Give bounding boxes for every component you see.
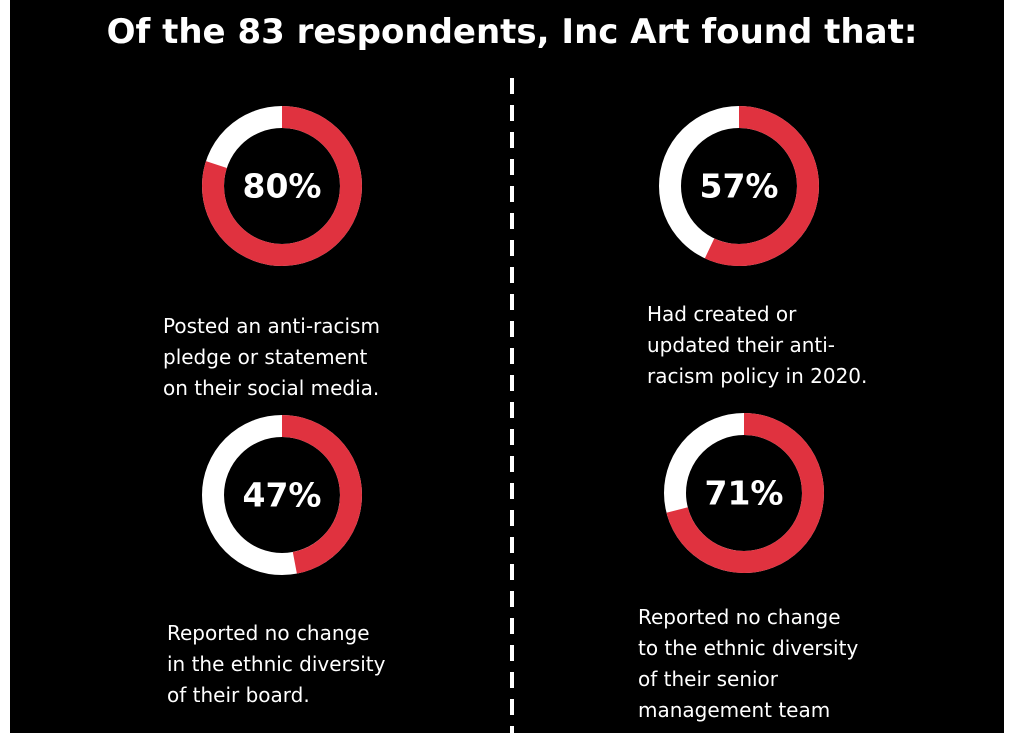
dashed-divider	[510, 78, 514, 733]
donut-value-arc	[664, 413, 824, 573]
caption-4: Reported no change to the ethnic diversi…	[638, 605, 859, 722]
donut-percent-label: 57%	[700, 167, 779, 206]
donut-percent-label: 47%	[243, 476, 322, 515]
donut-3: 47%	[202, 415, 362, 575]
donut-value-arc	[659, 106, 819, 266]
donut-percent-label: 80%	[243, 167, 322, 206]
donut-value-arc	[202, 106, 362, 266]
donut-4: 71%	[664, 413, 824, 573]
black-panel	[10, 0, 1004, 733]
caption-1: Posted an anti-racism pledge or statemen…	[163, 314, 380, 400]
page-title: Of the 83 respondents, Inc Art found tha…	[106, 12, 918, 52]
caption-2: Had created or updated their anti- racis…	[647, 302, 868, 388]
donut-2: 57%	[659, 106, 819, 266]
caption-3: Reported no change in the ethnic diversi…	[167, 621, 386, 707]
donut-percent-label: 71%	[705, 474, 784, 513]
donut-value-arc	[202, 415, 362, 575]
donut-1: 80%	[202, 106, 362, 266]
